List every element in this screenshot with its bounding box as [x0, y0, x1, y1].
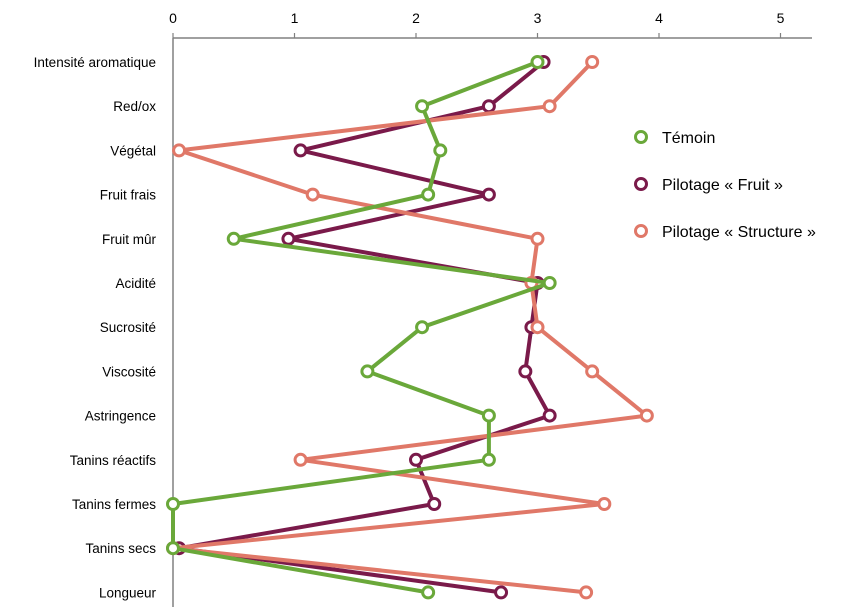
data-point: [481, 99, 496, 114]
series-line: [177, 60, 552, 595]
data-point: [427, 497, 442, 511]
data-point: [172, 143, 187, 158]
data-point: [421, 187, 436, 202]
x-tick-label: 1: [291, 10, 299, 26]
data-point: [293, 143, 308, 158]
category-label: Astringence: [85, 409, 156, 424]
series-2: [166, 55, 654, 600]
legend-label: Témoin: [662, 130, 715, 147]
data-point: [585, 364, 600, 379]
category-label: Végétal: [110, 143, 156, 158]
category-label: Red/ox: [113, 99, 156, 114]
legend-label: Pilotage « Fruit »: [662, 177, 783, 194]
data-point: [481, 452, 496, 467]
data-point: [585, 55, 600, 69]
data-point: [166, 497, 180, 511]
data-point: [415, 320, 430, 335]
data-point: [518, 364, 533, 379]
data-point: [360, 364, 375, 379]
series-line: [171, 60, 649, 595]
category-label: Longueur: [99, 585, 157, 600]
category-label: Viscosité: [102, 364, 156, 379]
data-point: [530, 231, 545, 246]
x-tick-label: 5: [777, 10, 785, 26]
x-tick-label: 3: [534, 10, 542, 26]
data-point: [481, 408, 496, 423]
data-point: [409, 452, 423, 467]
category-label: Intensité aromatique: [34, 55, 156, 70]
category-label: Acidité: [115, 276, 156, 291]
data-point: [166, 541, 180, 556]
x-tick-label: 2: [412, 10, 420, 26]
x-tick-label: 4: [655, 10, 663, 26]
data-point: [542, 408, 557, 423]
category-label: Fruit mûr: [102, 232, 157, 247]
legend-marker: [634, 224, 648, 238]
x-axis: 0 1 2 3 4 5: [169, 10, 812, 39]
legend: Témoin Pilotage « Fruit » Pilotage « Struc…: [634, 130, 816, 241]
data-point: [530, 320, 545, 335]
data-point: [415, 99, 430, 114]
series-0: [166, 55, 557, 600]
category-label: Tanins réactifs: [70, 453, 157, 468]
data-point: [494, 585, 509, 600]
series-layer: [166, 55, 654, 600]
data-point: [542, 99, 557, 114]
y-axis: Intensité aromatique Red/ox Végétal Fruit f…: [34, 38, 174, 607]
data-point: [281, 231, 296, 246]
category-label: Sucrosité: [100, 320, 156, 335]
x-tick-label: 0: [169, 10, 177, 26]
data-point: [542, 276, 557, 290]
data-point: [639, 408, 654, 423]
data-point: [305, 187, 320, 202]
category-label: Tanins secs: [85, 541, 156, 556]
category-label: Fruit frais: [100, 188, 157, 203]
legend-marker: [634, 130, 648, 144]
series-line: [171, 60, 552, 595]
data-point: [481, 187, 496, 202]
data-point: [421, 585, 436, 600]
category-label: Tanins fermes: [72, 497, 156, 512]
data-point: [530, 55, 545, 69]
data-point: [433, 143, 448, 158]
legend-label: Pilotage « Structure »: [662, 224, 816, 241]
data-point: [226, 231, 241, 246]
data-point: [293, 452, 308, 467]
legend-marker: [634, 177, 648, 191]
data-point: [579, 585, 594, 600]
data-point: [597, 497, 612, 511]
